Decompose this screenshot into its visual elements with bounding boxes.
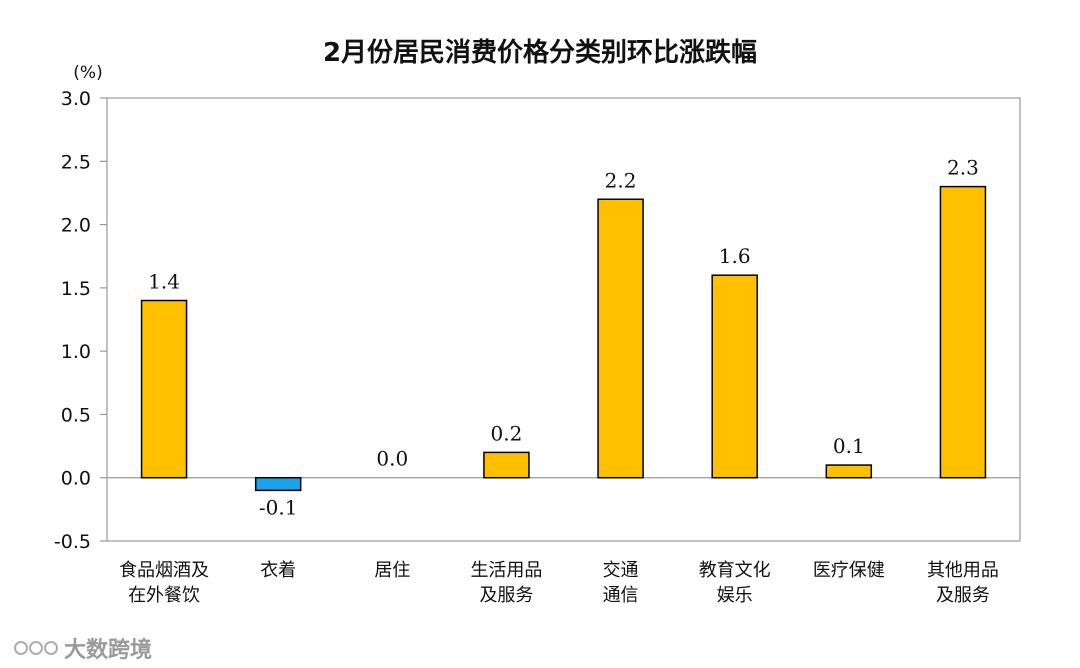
y-tick-label: 1.5 [61,278,91,300]
y-tick-label: 0.5 [61,404,91,426]
category-label: 医疗保健 [813,560,885,581]
bars [140,185,987,492]
bar [140,299,188,479]
plot-frame [106,97,1021,542]
data-label: 0.1 [833,434,865,458]
category-label: 其他用品 [927,560,999,581]
category-label: 在外餐饮 [128,585,200,606]
bar [254,476,302,492]
y-tick-label: 2.0 [61,215,91,237]
data-label: 0.0 [376,447,408,471]
bar [597,198,644,479]
data-label: 2.2 [605,168,637,192]
data-label: 1.4 [148,270,180,294]
axes [106,97,1021,542]
data-label: 1.6 [719,244,751,268]
data-labels: 1.4 -0.1 0.0 0.2 2.2 1.6 0.1 2.3 [148,156,979,520]
category-label: 食品烟酒及 [119,560,209,581]
bar [825,464,873,479]
watermark-text: 大数跨境 [64,638,153,663]
category-label: 交通 [603,560,639,581]
y-tick-label: -0.5 [54,531,91,553]
y-tick-label: 3.0 [61,88,91,110]
category-label: 生活用品 [470,560,542,581]
category-label: 娱乐 [717,585,753,606]
category-label: 及服务 [479,585,533,606]
data-label: 0.2 [491,421,523,445]
circles-logo-icon [14,641,58,655]
category-label: 及服务 [936,585,990,606]
data-label: -0.1 [259,495,298,519]
y-tick-label: 0.0 [61,468,91,490]
data-label: 2.3 [947,156,979,180]
bar [939,185,987,479]
watermark: 大数跨境 [14,632,152,664]
category-label: 居住 [374,560,410,581]
y-axis-unit: (%) [73,63,102,83]
bar [483,451,530,479]
chart-title: 2月份居民消费价格分类别环比涨跌幅 [322,38,758,68]
bar [711,274,758,479]
y-ticks: 3.0 2.5 2.0 1.5 1.0 0.5 0.0 -0.5 [54,88,107,553]
y-tick-label: 2.5 [61,151,91,173]
category-label: 通信 [603,585,639,606]
y-tick-label: 1.0 [61,341,91,363]
category-label: 衣着 [260,560,296,581]
category-label: 教育文化 [699,560,771,581]
